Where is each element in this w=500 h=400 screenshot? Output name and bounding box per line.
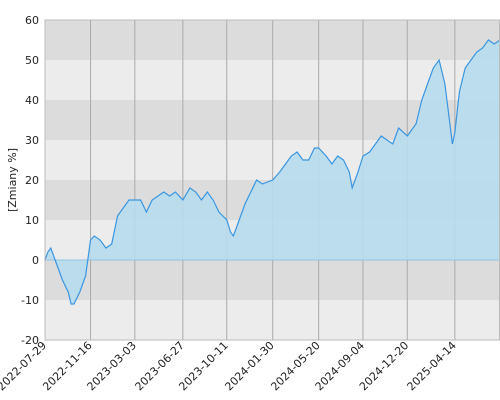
y-tick-label: -10 bbox=[21, 294, 39, 307]
y-tick-label: 50 bbox=[25, 54, 39, 67]
area bbox=[45, 40, 500, 304]
y-tick-label: 30 bbox=[25, 134, 39, 147]
y-tick-label: 40 bbox=[25, 94, 39, 107]
y-axis-label: [Zmiany %] bbox=[6, 148, 19, 212]
y-tick-label: -20 bbox=[21, 334, 39, 347]
y-tick-label: 0 bbox=[32, 254, 39, 267]
y-tick-label: 10 bbox=[25, 214, 39, 227]
line bbox=[44, 39, 500, 305]
x-tick-label: 2025-04-14 bbox=[405, 339, 459, 393]
y-tick-label: 20 bbox=[25, 174, 39, 187]
y-tick-label: 60 bbox=[25, 14, 39, 27]
